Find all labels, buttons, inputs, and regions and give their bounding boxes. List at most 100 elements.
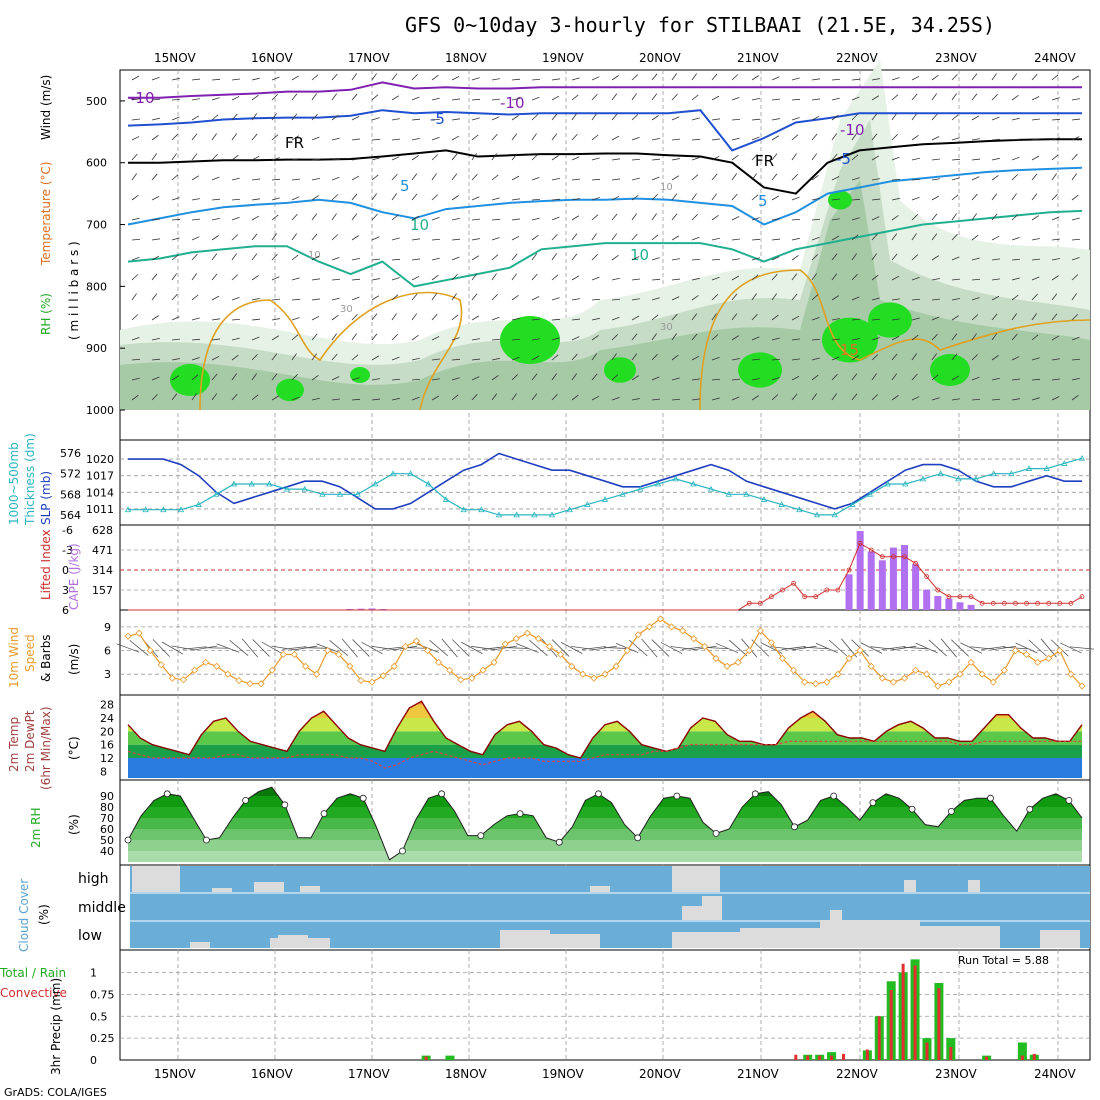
- date-label-top: 19NOV: [542, 51, 584, 65]
- wind-barb: [331, 234, 339, 241]
- wind-barb: [411, 293, 418, 301]
- isotherm-FR: [128, 138, 1082, 195]
- wind-barb: [911, 157, 920, 161]
- wind-barb-10m: [860, 642, 883, 654]
- cape-bar: [956, 602, 964, 610]
- wind-barb: [651, 333, 657, 341]
- wind-barb: [511, 356, 520, 361]
- wind-barb: [431, 154, 439, 161]
- wind-barb: [291, 334, 299, 341]
- rh-marker: [751, 790, 759, 798]
- wind-barb: [551, 393, 558, 401]
- wind-speed-marker: [856, 646, 864, 655]
- wind-barb: [271, 233, 277, 241]
- wind-barb: [151, 173, 158, 181]
- thickness-marker: [407, 470, 414, 477]
- date-label-top: 16NOV: [251, 51, 293, 65]
- wind-barb-10m: [241, 638, 259, 658]
- rh-marker: [320, 810, 328, 817]
- wind-barb: [891, 253, 898, 261]
- wind-barb: [891, 318, 900, 321]
- wind-barb: [391, 397, 400, 401]
- wind-speed-marker: [1067, 670, 1075, 678]
- wind-barb: [771, 273, 778, 281]
- wind-barb: [371, 117, 380, 121]
- wind-barb: [331, 73, 338, 81]
- cloud-tick-label: high: [78, 871, 109, 887]
- wind-speed-marker: [268, 666, 276, 674]
- wind-speed-marker: [457, 676, 465, 684]
- thickness-tick-label: 568: [60, 488, 81, 501]
- wind-barb: [651, 115, 659, 121]
- thickness-marker: [513, 511, 520, 518]
- thickness-marker: [124, 506, 132, 513]
- wind-barb-10m: [1028, 639, 1047, 657]
- chart-title: GFS 0~10day 3-hourly for STILBAAI (21.5E…: [405, 13, 995, 37]
- wind-barb: [851, 253, 857, 261]
- wind-barb: [311, 158, 320, 161]
- wind-barb: [151, 358, 160, 361]
- wind-barb: [431, 358, 440, 361]
- panel-frame-8: [119, 949, 1091, 1061]
- wind-barb: [711, 294, 719, 301]
- wind-barb: [811, 197, 820, 201]
- lifted-index-marker: [802, 594, 808, 600]
- lifted-index-marker: [857, 540, 863, 546]
- wind-barb: [211, 114, 219, 121]
- wind-barb: [551, 233, 558, 241]
- wind-barb: [951, 375, 960, 381]
- thickness-marker: [955, 475, 962, 482]
- wind-barb: [631, 333, 638, 341]
- wind-speed-marker: [168, 674, 176, 682]
- thickness-marker: [584, 501, 591, 507]
- wind-barb: [651, 234, 659, 241]
- wind-barb: [1071, 118, 1080, 121]
- wind-barb: [711, 378, 721, 381]
- wind-barb: [811, 78, 820, 81]
- wind-barb: [991, 175, 999, 181]
- wind-barb: [571, 77, 580, 81]
- wind-barb: [1051, 313, 1058, 321]
- wind-barb: [551, 354, 559, 361]
- wind-barb: [391, 378, 401, 381]
- wind-barb: [331, 176, 340, 181]
- pressure-tick-label: 900: [86, 342, 107, 355]
- wind-barb: [431, 118, 441, 121]
- wind-barb: [991, 278, 1000, 281]
- wind-barb: [831, 153, 838, 161]
- wind-barb-10m: [715, 642, 739, 654]
- wind-barb: [791, 117, 800, 121]
- wind-barb: [611, 113, 618, 121]
- wind-speed-marker: [423, 646, 432, 655]
- wind-barb-10m: [960, 642, 983, 654]
- precip-convective-bar: [1032, 1053, 1036, 1060]
- wind-barb: [771, 76, 780, 81]
- wind-barb: [211, 176, 220, 181]
- wind-barb: [751, 358, 760, 361]
- wind-barb-10m: [815, 642, 839, 654]
- panel-frame-2: [119, 439, 1091, 526]
- wind-barb: [531, 393, 538, 401]
- wind-barb: [871, 394, 878, 401]
- rh-band: [128, 851, 1082, 862]
- wind-barb: [491, 133, 498, 141]
- rh-band: [128, 829, 1082, 840]
- wind-speed-marker: [701, 643, 709, 651]
- wind-barb: [791, 315, 800, 321]
- wind-barb: [371, 378, 380, 381]
- wind-barb: [431, 238, 441, 241]
- wind-barb: [351, 258, 360, 261]
- wind-barb: [371, 157, 380, 161]
- lifted-index-marker: [1001, 600, 1007, 606]
- wind-speed-marker: [1011, 646, 1020, 655]
- wind-barb: [731, 293, 738, 301]
- wind-barb: [251, 178, 260, 181]
- p4-wind-label: 10m Wind: [7, 627, 21, 688]
- wind-barb: [511, 198, 520, 201]
- wind-barb: [931, 397, 940, 401]
- wind-barb: [451, 173, 458, 181]
- pressure-tick-label: 600: [86, 157, 107, 170]
- wind-barb: [191, 253, 198, 261]
- wind-barb: [791, 255, 799, 261]
- wind-barb: [531, 253, 538, 261]
